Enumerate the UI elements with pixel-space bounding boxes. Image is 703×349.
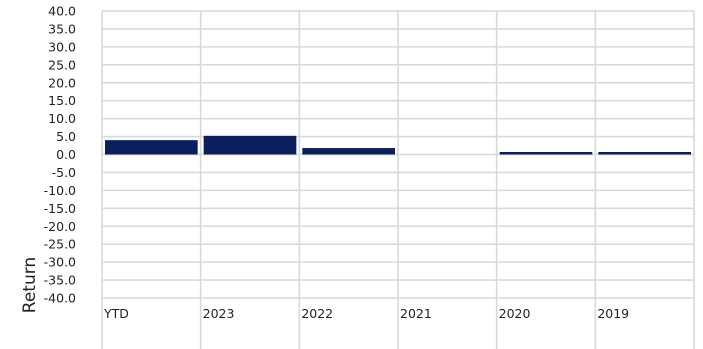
y-tick-label: -35.0 — [44, 273, 76, 288]
y-tick-label: -10.0 — [44, 183, 76, 198]
bar-ytd — [105, 140, 198, 155]
y-tick-label: 40.0 — [48, 4, 76, 19]
horizontal-gridlines — [102, 10, 694, 299]
y-tick-label: 25.0 — [48, 57, 76, 72]
y-tick-label: 10.0 — [48, 111, 76, 126]
y-tick-label: 20.0 — [48, 75, 76, 90]
bar-2023 — [203, 135, 297, 155]
y-tick-label: 15.0 — [48, 93, 76, 108]
vertical-gridlines — [101, 11, 695, 349]
x-tick-label: 2020 — [499, 306, 531, 321]
x-axis-tick-labels: YTD 2023 2022 2021 2020 2019 — [103, 306, 629, 321]
x-tick-label: 2019 — [597, 306, 629, 321]
x-tick-label: 2022 — [301, 306, 333, 321]
x-tick-label: 2021 — [400, 306, 432, 321]
y-axis-title: Return — [20, 257, 40, 313]
y-tick-label: 0.0 — [56, 147, 76, 162]
x-tick-label: 2023 — [203, 306, 235, 321]
y-axis-tick-labels: 40.0 35.0 30.0 25.0 20.0 15.0 10.0 5.0 0.0 -5.0 -1… — [44, 4, 76, 306]
x-tick-label: YTD — [103, 306, 129, 321]
y-tick-label: 30.0 — [48, 39, 76, 54]
bar-2020 — [499, 151, 593, 155]
y-tick-label: 5.0 — [56, 129, 76, 144]
bars — [105, 135, 691, 155]
y-tick-label: -25.0 — [44, 237, 76, 252]
bar-2019 — [598, 151, 691, 155]
y-tick-label: -40.0 — [44, 291, 76, 306]
y-tick-label: 35.0 — [48, 21, 76, 36]
y-tick-label: -30.0 — [44, 255, 76, 270]
bar-2022 — [302, 148, 395, 155]
y-tick-label: -5.0 — [52, 165, 76, 180]
y-tick-label: -15.0 — [44, 201, 76, 216]
y-tick-label: -20.0 — [44, 219, 76, 234]
